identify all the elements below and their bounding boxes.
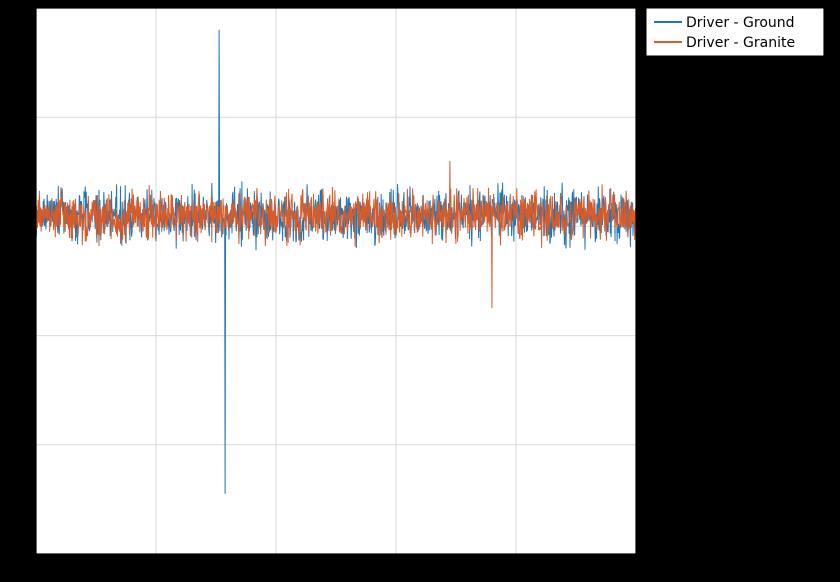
noise-chart: Driver - Ground Driver - Granite (0, 0, 840, 582)
legend-label: Driver - Granite (686, 35, 795, 51)
legend-label: Driver - Ground (686, 15, 795, 31)
chart-svg: Driver - Ground Driver - Granite (0, 0, 840, 582)
